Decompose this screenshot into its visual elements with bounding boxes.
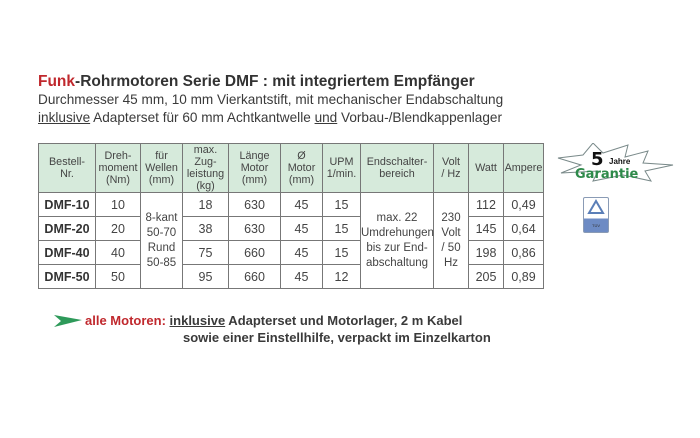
table-cell: 12 bbox=[322, 264, 361, 289]
table-cell: 8-kant 50-70 Rund 50-85 bbox=[140, 192, 183, 289]
column-header: Ampere bbox=[503, 143, 544, 193]
table-row: DMF-10 10 8-kant 50-70 Rund 50-85 18 630 45 15… bbox=[38, 192, 544, 289]
footer-text-1: Adapterset und Motorlager, 2 m Kabel bbox=[225, 313, 463, 328]
table-cell: DMF-50 bbox=[38, 264, 96, 289]
triangle-icon bbox=[587, 199, 605, 214]
table-row: DMF-40 40 75 660 45 15 198 0,86 bbox=[38, 240, 544, 265]
table-cell: 20 bbox=[95, 216, 141, 241]
tuv-text: TÜV bbox=[592, 223, 600, 228]
column-header: Volt / Hz bbox=[433, 143, 469, 193]
subtitle-2: inklusive Adapterset für 60 mm Achtkantw… bbox=[38, 110, 502, 125]
table-cell: 660 bbox=[228, 240, 281, 265]
footer-label: alle Motoren: bbox=[85, 313, 166, 328]
arrow-icon bbox=[54, 315, 82, 327]
spec-table: Bestell- Nr. Dreh- moment (Nm) für Wellen … bbox=[38, 143, 544, 289]
table-cell: 10 bbox=[95, 192, 141, 217]
table-cell: max. 22 Umdrehungen bis zur End- abschal… bbox=[360, 192, 434, 289]
subtitle-1: Durchmesser 45 mm, 10 mm Vierkantstift, … bbox=[38, 92, 504, 107]
column-header: Endschalter- bereich bbox=[360, 143, 434, 193]
column-header: für Wellen (mm) bbox=[140, 143, 183, 193]
table-cell: 75 bbox=[182, 240, 229, 265]
table-cell: 40 bbox=[95, 240, 141, 265]
sub-u2: und bbox=[314, 110, 338, 125]
badge-number: 5 bbox=[591, 149, 604, 170]
column-header: UPM 1/min. bbox=[322, 143, 361, 193]
table-row: DMF-20 20 38 630 45 15 145 0,64 bbox=[38, 216, 544, 241]
badge-jahre: Jahre bbox=[609, 157, 631, 166]
table-cell: 50 bbox=[95, 264, 141, 289]
header-row: Bestell- Nr. Dreh- moment (Nm) für Wellen … bbox=[38, 143, 544, 193]
table-cell: 230 Volt / 50 Hz bbox=[433, 192, 469, 289]
table-cell: 18 bbox=[182, 192, 229, 217]
guarantee-badge: 5 Jahre Garantie bbox=[553, 142, 678, 188]
table-row: DMF-50 50 95 660 45 12 205 0,89 bbox=[38, 264, 544, 289]
title-highlight: Funk bbox=[38, 73, 76, 90]
title-rest: mit integriertem Empfänger bbox=[267, 73, 475, 90]
table-cell: 95 bbox=[182, 264, 229, 289]
table-cell: 15 bbox=[322, 216, 361, 241]
title-main: -Rohrmotoren Serie DMF : bbox=[75, 73, 268, 90]
sub-t1: Adapterset für 60 mm Achtkantwelle bbox=[90, 110, 315, 125]
footer-line-1: alle Motoren: inklusive Adapterset und M… bbox=[85, 313, 462, 328]
tuv-badge: TÜV bbox=[583, 197, 609, 233]
table-cell: 0,89 bbox=[503, 264, 544, 289]
table-cell: DMF-20 bbox=[38, 216, 96, 241]
sub-t2: Vorbau-/Blendkappenlager bbox=[337, 110, 503, 125]
table-cell: 15 bbox=[322, 192, 361, 217]
table-cell: 15 bbox=[322, 240, 361, 265]
table-cell: 45 bbox=[280, 192, 323, 217]
sub-u1: inklusive bbox=[38, 110, 91, 125]
table-cell: 198 bbox=[468, 240, 504, 265]
footer-u: inklusive bbox=[169, 313, 226, 328]
column-header: max. Zug- leistung (kg) bbox=[182, 143, 229, 193]
table-cell: 0,49 bbox=[503, 192, 544, 217]
table-cell: 0,64 bbox=[503, 216, 544, 241]
column-header: Länge Motor (mm) bbox=[228, 143, 281, 193]
table-cell: 205 bbox=[468, 264, 504, 289]
column-header: Dreh- moment (Nm) bbox=[95, 143, 141, 193]
table-cell: 45 bbox=[280, 216, 323, 241]
table-cell: DMF-40 bbox=[38, 240, 96, 265]
table-cell: 0,86 bbox=[503, 240, 544, 265]
column-header: Bestell- Nr. bbox=[38, 143, 96, 193]
column-header: Watt bbox=[468, 143, 504, 193]
column-header: Ø Motor (mm) bbox=[280, 143, 323, 193]
table-cell: 145 bbox=[468, 216, 504, 241]
table-cell: 630 bbox=[228, 192, 281, 217]
table-cell: DMF-10 bbox=[38, 192, 96, 217]
table-cell: 38 bbox=[182, 216, 229, 241]
table-cell: 660 bbox=[228, 264, 281, 289]
page-title: Funk-Rohrmotoren Serie DMF : mit integri… bbox=[38, 73, 475, 91]
star-icon: 5 Jahre Garantie bbox=[557, 142, 674, 182]
table-cell: 45 bbox=[280, 264, 323, 289]
table-cell: 45 bbox=[280, 240, 323, 265]
table-cell: 112 bbox=[468, 192, 504, 217]
footer-line-2: sowie einer Einstellhilfe, verpackt im E… bbox=[183, 330, 491, 345]
badge-garantie: Garantie bbox=[575, 167, 639, 182]
table-cell: 630 bbox=[228, 216, 281, 241]
